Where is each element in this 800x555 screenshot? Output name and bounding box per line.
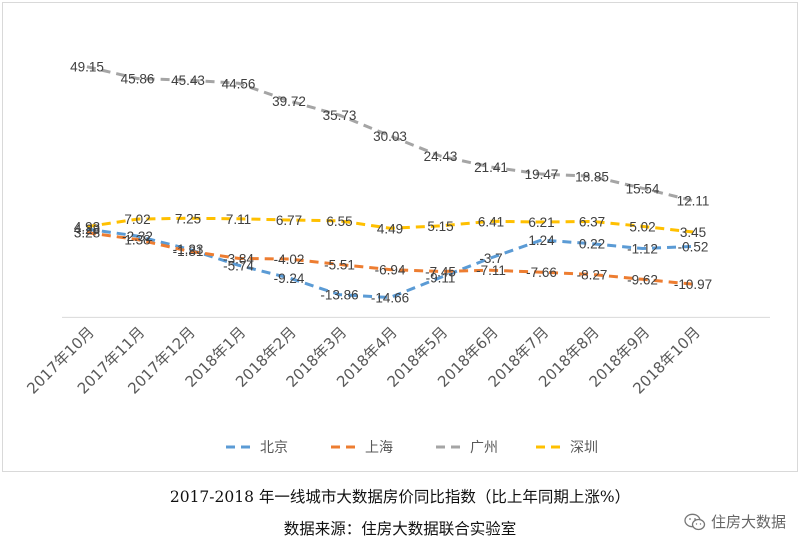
data-label: 4.49	[377, 221, 403, 236]
data-label: -9.24	[274, 271, 305, 286]
data-label: -5.74	[223, 258, 254, 273]
data-label: 6.41	[478, 214, 504, 229]
data-label: -3.84	[223, 251, 254, 266]
data-label: 19.47	[525, 167, 559, 182]
line-chart: 4.28 -2.32 -1.23 -5.74 -9.24 -13.86 -14.66 -9.1…	[23, 60, 770, 456]
data-label: 7.25	[175, 211, 201, 226]
data-label: 45.86	[121, 72, 155, 87]
watermark: 住房大数据	[684, 511, 786, 532]
data-label: 44.56	[222, 76, 256, 91]
data-label: 49.15	[70, 60, 104, 75]
data-label: 15.54	[626, 181, 660, 196]
data-label: -9.11	[426, 270, 456, 285]
data-label: 5.15	[427, 219, 453, 234]
data-label: -6.94	[375, 263, 406, 278]
data-label: -0.52	[678, 239, 709, 254]
data-label: -13.86	[320, 288, 358, 303]
series-line-3	[86, 216, 694, 234]
data-labels: 4.28 -2.32 -1.23 -5.74 -9.24 -13.86 -14.66 -9.1…	[70, 60, 712, 306]
legend-label: 广州	[470, 440, 498, 456]
data-label: 45.43	[171, 73, 205, 88]
data-label: -1.12	[627, 242, 658, 257]
data-label: 0.22	[579, 237, 605, 252]
data-label: 6.77	[276, 213, 302, 228]
data-label: -9.62	[627, 272, 658, 287]
data-label: -7.66	[526, 265, 557, 280]
data-label: -7.11	[476, 263, 506, 278]
data-label: -1.81	[173, 244, 204, 259]
data-label: -4.02	[274, 252, 305, 267]
data-label: 35.73	[323, 108, 357, 123]
data-label: 3.45	[680, 225, 706, 240]
data-label: 7.11	[226, 212, 251, 227]
data-label: 7.02	[124, 212, 150, 227]
wechat-icon	[684, 513, 706, 530]
data-label: 6.21	[528, 215, 554, 230]
data-label: 6.37	[579, 214, 605, 229]
legend-label: 北京	[260, 440, 288, 456]
series-lines	[86, 65, 694, 300]
series-line-1	[86, 231, 694, 286]
x-tick-labels: 2017年10月2017年11月2017年12月2018年1月2018年2月20…	[23, 323, 703, 397]
data-label: -10.97	[674, 277, 712, 292]
legend-label: 上海	[365, 440, 393, 456]
data-label: 12.11	[677, 194, 710, 209]
data-label: 1.24	[528, 233, 555, 248]
data-label: 5.02	[629, 219, 655, 234]
data-label: 4.28	[74, 222, 100, 237]
data-label: 1.38	[124, 233, 150, 248]
data-label: 6.55	[326, 214, 352, 229]
data-label: 18.85	[575, 169, 609, 184]
caption-source: 数据来源：住房大数据联合实验室	[283, 520, 517, 538]
data-label: 30.03	[373, 129, 407, 144]
data-label: 21.41	[474, 160, 508, 175]
legend-label: 深圳	[570, 440, 598, 456]
data-label: 3.28	[74, 226, 100, 241]
watermark-text: 住房大数据	[710, 513, 786, 531]
data-label: -5.51	[324, 257, 355, 272]
data-label: -1.23	[173, 242, 204, 257]
data-label: -3.7	[479, 251, 502, 266]
legend: 北京 上海 广州 深圳	[226, 440, 598, 456]
caption-title: 2017-2018 年一线城市大数据房价同比指数（比上年同期上涨%）	[169, 488, 631, 506]
data-label: -8.27	[577, 267, 608, 282]
data-label: 24.43	[424, 149, 458, 164]
data-label: 4.93	[74, 220, 100, 235]
data-label: -7.45	[425, 264, 456, 279]
data-label: -2.32	[122, 229, 153, 244]
data-label: -14.66	[371, 291, 409, 306]
data-label: 39.72	[272, 94, 306, 109]
